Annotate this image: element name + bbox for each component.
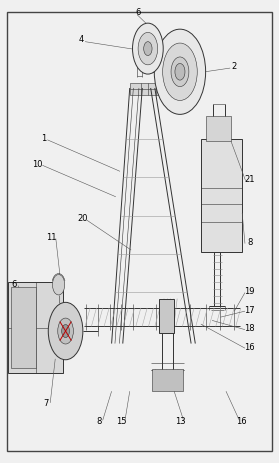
Text: 17: 17 [244,306,255,315]
Text: 1: 1 [41,134,46,144]
Circle shape [144,42,152,56]
Circle shape [48,302,83,360]
Text: 13: 13 [175,417,185,426]
Text: 8: 8 [247,238,252,247]
Bar [11,287,36,368]
Circle shape [154,29,206,114]
Bar [201,139,242,252]
Text: 6: 6 [12,280,17,289]
Text: 18: 18 [244,324,255,333]
Circle shape [62,325,69,338]
Bar [8,282,63,373]
Circle shape [163,43,197,100]
Text: 6: 6 [135,7,141,17]
Bar [130,83,195,95]
Circle shape [58,318,73,344]
Text: 20: 20 [77,214,88,224]
Text: 4: 4 [78,35,83,44]
Circle shape [175,63,185,80]
Text: 2: 2 [232,62,237,71]
Bar [206,116,231,141]
Text: 16: 16 [244,343,255,352]
Text: 21: 21 [244,175,255,184]
Text: 19: 19 [244,287,255,296]
Text: 8: 8 [96,417,102,426]
Circle shape [138,32,158,65]
Circle shape [171,57,189,87]
Text: 15: 15 [116,417,127,426]
Text: 16: 16 [236,417,247,426]
Text: 10: 10 [32,160,43,169]
Bar [159,299,174,333]
Circle shape [52,275,65,295]
Circle shape [133,23,163,74]
Text: 11: 11 [46,233,57,242]
Bar [152,369,183,391]
Text: 7: 7 [43,399,49,408]
